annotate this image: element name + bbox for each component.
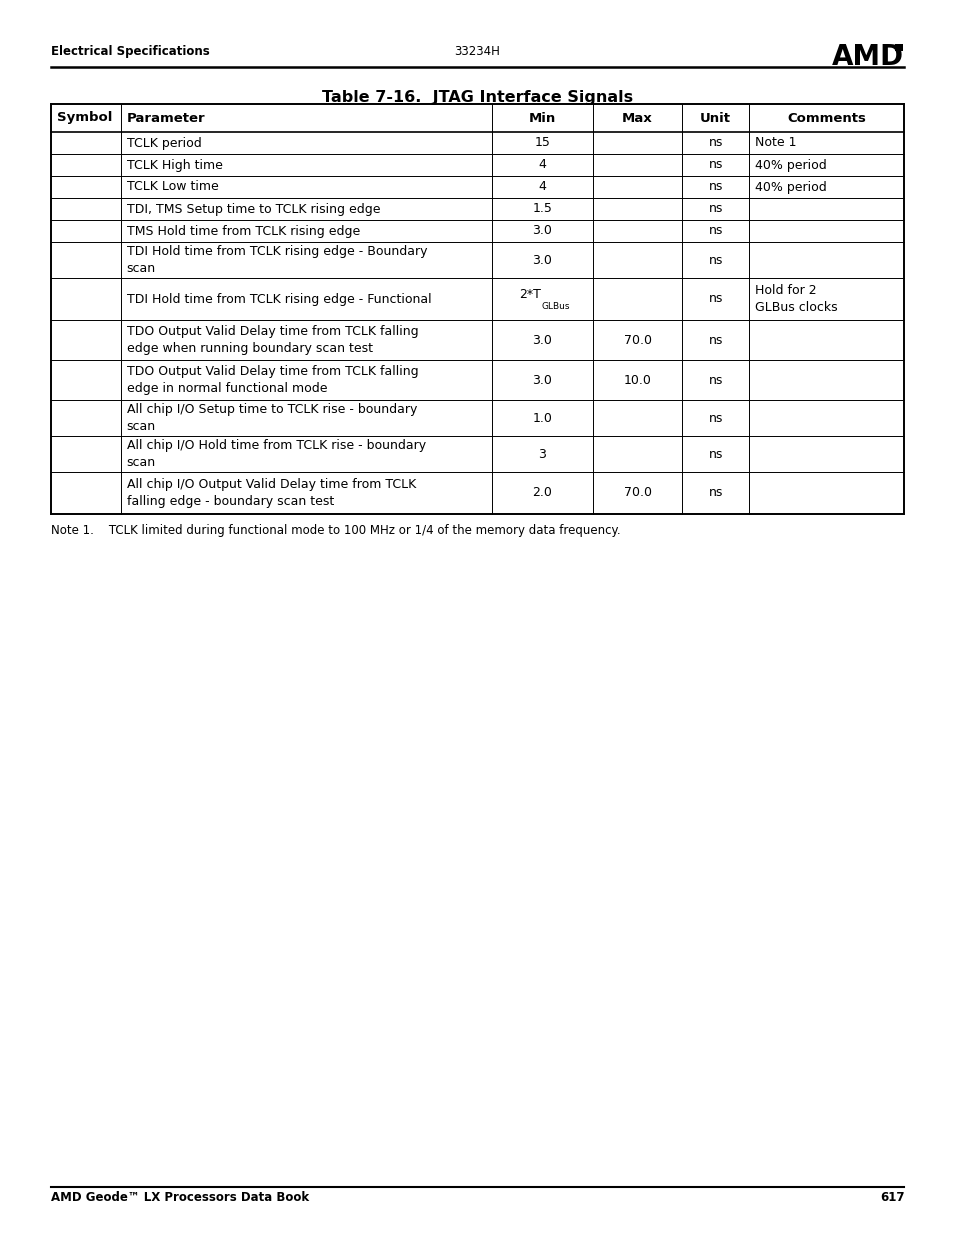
Text: TMS Hold time from TCLK rising edge: TMS Hold time from TCLK rising edge [127, 225, 359, 237]
Text: 70.0: 70.0 [623, 333, 651, 347]
Text: Electrical Specifications: Electrical Specifications [51, 44, 209, 58]
Text: All chip I/O Setup time to TCLK rise - boundary
scan: All chip I/O Setup time to TCLK rise - b… [127, 404, 416, 432]
Text: Comments: Comments [786, 111, 865, 125]
Text: ns: ns [708, 447, 722, 461]
Text: TCLK High time: TCLK High time [127, 158, 222, 172]
Text: 1.0: 1.0 [532, 411, 552, 425]
Text: TCLK period: TCLK period [127, 137, 201, 149]
Text: TDO Output Valid Delay time from TCLK falling
edge in normal functional mode: TDO Output Valid Delay time from TCLK fa… [127, 366, 417, 395]
Text: 33234H: 33234H [454, 44, 499, 58]
Text: ns: ns [708, 158, 722, 172]
Text: TCLK Low time: TCLK Low time [127, 180, 218, 194]
Text: ns: ns [708, 333, 722, 347]
Text: TDO Output Valid Delay time from TCLK falling
edge when running boundary scan te: TDO Output Valid Delay time from TCLK fa… [127, 325, 417, 354]
Text: ns: ns [708, 203, 722, 215]
Text: Note 1: Note 1 [754, 137, 796, 149]
Text: Max: Max [621, 111, 652, 125]
Text: 40% period: 40% period [754, 180, 826, 194]
Text: ns: ns [708, 253, 722, 267]
Text: 3.0: 3.0 [532, 253, 552, 267]
Text: GLBus: GLBus [540, 303, 569, 311]
Text: TDI, TMS Setup time to TCLK rising edge: TDI, TMS Setup time to TCLK rising edge [127, 203, 379, 215]
Text: Symbol: Symbol [56, 111, 112, 125]
Text: All chip I/O Output Valid Delay time from TCLK
falling edge - boundary scan test: All chip I/O Output Valid Delay time fro… [127, 478, 416, 508]
Text: 1.5: 1.5 [532, 203, 552, 215]
Text: All chip I/O Hold time from TCLK rise - boundary
scan: All chip I/O Hold time from TCLK rise - … [127, 440, 425, 469]
Text: ns: ns [708, 225, 722, 237]
Text: TDI Hold time from TCLK rising edge - Boundary
scan: TDI Hold time from TCLK rising edge - Bo… [127, 246, 427, 274]
Text: TDI Hold time from TCLK rising edge - Functional: TDI Hold time from TCLK rising edge - Fu… [127, 293, 431, 305]
Text: ns: ns [708, 373, 722, 387]
Text: Note 1.    TCLK limited during functional mode to 100 MHz or 1/4 of the memory d: Note 1. TCLK limited during functional m… [51, 524, 619, 537]
Text: 4: 4 [537, 180, 546, 194]
Text: ns: ns [708, 293, 722, 305]
Text: 2.0: 2.0 [532, 487, 552, 499]
Text: 70.0: 70.0 [623, 487, 651, 499]
Text: ns: ns [708, 180, 722, 194]
Text: 10.0: 10.0 [623, 373, 651, 387]
Text: ns: ns [708, 487, 722, 499]
Text: 2*T: 2*T [519, 288, 540, 300]
Text: Unit: Unit [700, 111, 730, 125]
Text: ns: ns [708, 137, 722, 149]
Text: 617: 617 [879, 1191, 903, 1204]
Text: 3.0: 3.0 [532, 225, 552, 237]
Text: 4: 4 [537, 158, 546, 172]
Text: Min: Min [528, 111, 556, 125]
Text: 40% period: 40% period [754, 158, 826, 172]
Text: Table 7-16.  JTAG Interface Signals: Table 7-16. JTAG Interface Signals [321, 90, 633, 105]
Bar [51, 104, 903, 514]
Text: ns: ns [708, 411, 722, 425]
Text: AMD Geode™ LX Processors Data Book: AMD Geode™ LX Processors Data Book [51, 1191, 309, 1204]
Bar [895, 44, 902, 51]
Text: 3.0: 3.0 [532, 333, 552, 347]
Text: Hold for 2
GLBus clocks: Hold for 2 GLBus clocks [754, 284, 837, 314]
Text: 3.0: 3.0 [532, 373, 552, 387]
Text: AMD: AMD [831, 43, 903, 70]
Text: Parameter: Parameter [127, 111, 205, 125]
Text: 3: 3 [537, 447, 546, 461]
Text: 15: 15 [534, 137, 550, 149]
